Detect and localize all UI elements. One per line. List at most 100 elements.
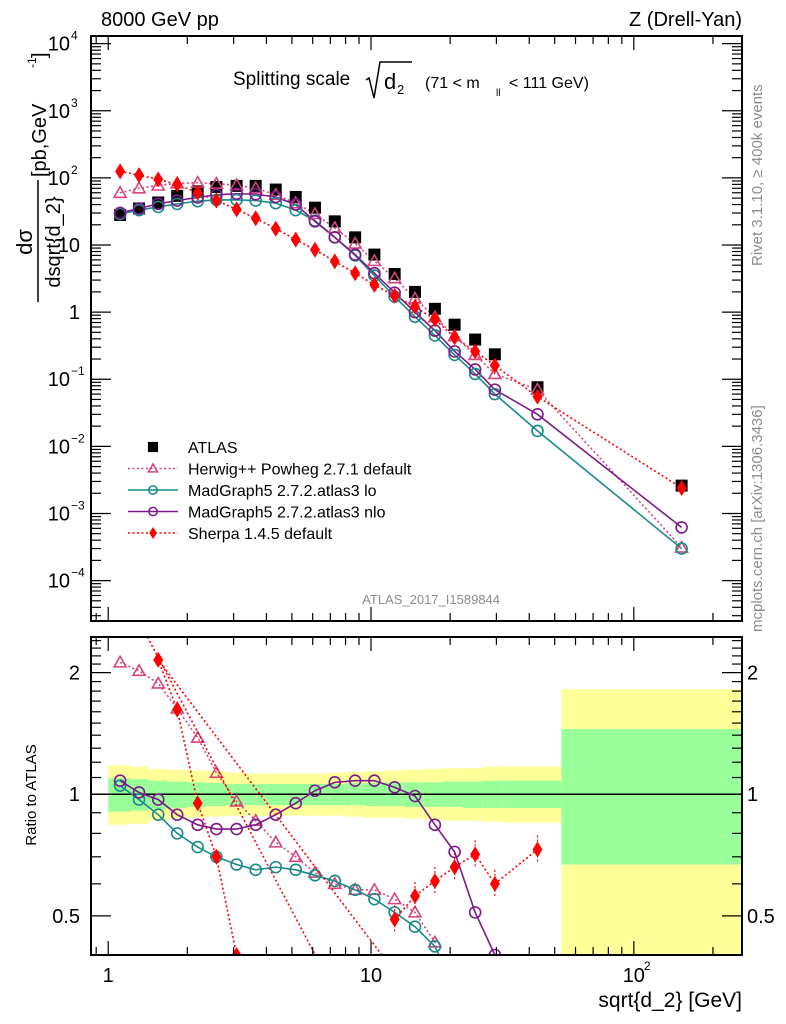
x-axis-label: sqrt{d_2} [GeV] (598, 989, 742, 1012)
title-range-close: < 111 GeV) (509, 75, 589, 92)
main-frame (90, 35, 743, 622)
data-point-herwig (131, 180, 147, 194)
ratio-point-herwig (112, 654, 128, 668)
data-point-herwig (288, 195, 304, 209)
x-tick-label: 1 (103, 965, 114, 987)
ratio-point-mglo (151, 808, 165, 821)
band-inner (561, 729, 742, 865)
legend: ATLAS Herwig++ Powheg 2.7.1 default MadGra… (128, 440, 412, 543)
title-symbol: d (384, 69, 396, 94)
ratio-series-layer (112, 637, 543, 955)
data-point-mglo (531, 424, 544, 438)
legend-item-herwig: Herwig++ Powheg 2.7.1 default (128, 462, 412, 479)
ratio-point-mgnlo (230, 822, 243, 836)
title-main-text: Splitting scale (233, 69, 350, 90)
data-point-sherpa (250, 210, 261, 227)
y-tick-label-base: 1 (69, 302, 80, 324)
legend-label-mgnlo: MadGraph5 2.7.2.atlas3 nlo (188, 505, 386, 522)
ratio-point-sherpa (192, 795, 203, 812)
legend-marker-sherpa (149, 527, 157, 539)
y-tick-label: 10 (58, 235, 80, 257)
y-tick-label-exponent: −4 (71, 566, 85, 580)
ratio-point-mgnlo (269, 808, 283, 821)
mcplots-label: mcplots.cern.ch [arXiv:1306.3436] (749, 405, 766, 632)
ratio-line-mgnlo (119, 779, 496, 955)
data-point-herwig (674, 539, 689, 553)
y-tick-label: 10 −1 (48, 364, 85, 391)
data-point-mgnlo (488, 383, 502, 396)
data-point-sherpa (134, 167, 145, 184)
ratio-point-mgnlo (328, 776, 342, 789)
y-tick-label-base: 10 (48, 436, 70, 458)
ratio-y-tick-label-left: 2 (69, 663, 80, 685)
data-point-sherpa (489, 357, 500, 374)
data-point-sherpa (270, 220, 281, 237)
y-tick-label-exponent: 4 (71, 29, 78, 43)
ylabel-denominator: dsqrt{d_2} (43, 196, 65, 288)
series-line-mgnlo (119, 192, 683, 529)
ratio-point-mgnlo (468, 906, 482, 919)
x-tick-label-exponent: 2 (644, 959, 651, 973)
data-point-mgnlo (151, 197, 165, 211)
data-point-sherpa (115, 163, 126, 180)
legend-label-herwig: Herwig++ Powheg 2.7.1 default (188, 462, 412, 479)
title-symbol-sub: 2 (397, 82, 404, 97)
data-point-mglo (269, 196, 283, 210)
y-tick-label: 10 −3 (48, 498, 85, 525)
ratio-y-tick-label-left: 0.5 (52, 906, 80, 928)
ratio-point-mgnlo (249, 818, 262, 832)
ratio-point-mgnlo (113, 774, 127, 788)
main-axis-ticks (91, 36, 742, 621)
ratio-panel: 0.5 0.51 12 2 1 10 102 Ratio to ATLAS sqrt{d_… (23, 636, 775, 1012)
ratio-point-herwig (407, 904, 423, 918)
data-point-mgnlo (132, 202, 146, 215)
data-point-herwig (307, 206, 323, 220)
y-tick-label-exponent: 2 (71, 163, 78, 177)
data-point-sherpa (231, 201, 242, 218)
ratio-point-mglo (308, 868, 322, 882)
data-point-mgnlo (348, 248, 362, 261)
data-point-sherpa (153, 171, 164, 188)
y-tick-label-base: 10 (58, 235, 80, 257)
legend-item-sherpa: Sherpa 1.4.5 default (128, 526, 333, 543)
data-point-sherpa (470, 343, 481, 360)
legend-item-mglo: MadGraph5 2.7.2.atlas3 lo (128, 483, 377, 500)
data-point-mglo (170, 197, 184, 211)
y-tick-label-exponent: 3 (71, 96, 78, 110)
data-point-sherpa (290, 231, 301, 248)
y-tick-label-base: 10 (48, 168, 70, 190)
plot-title: Splitting scale d 2 (71 < m ll < 111 GeV… (233, 61, 589, 99)
ratio-y-axis-label: Ratio to ATLAS (23, 744, 40, 845)
legend-marker-atlas (147, 441, 159, 453)
data-point-herwig (229, 177, 244, 191)
ratio-point-herwig (268, 834, 284, 848)
data-point-mgnlo (230, 187, 243, 201)
data-point-herwig (387, 270, 403, 284)
data-point-mgnlo (531, 408, 544, 421)
ratio-point-mgnlo (210, 822, 223, 836)
data-point-herwig (487, 366, 503, 380)
ratio-point-mgnlo (170, 808, 184, 821)
ratio-point-mglo (113, 779, 127, 792)
ratio-point-herwig (150, 675, 166, 689)
data-point-mglo (249, 194, 262, 207)
ratio-point-mgnlo (428, 818, 442, 832)
ratio-frame (90, 636, 743, 956)
data-point-atlas (428, 302, 441, 315)
ratio-point-mgnlo (388, 781, 401, 794)
ratio-point-mgnlo (132, 786, 146, 799)
data-point-mglo (468, 367, 482, 381)
data-point-mgnlo (249, 187, 262, 201)
ratio-point-mglo (132, 793, 146, 806)
y-tick-label: 10 −4 (48, 566, 85, 593)
ratio-point-mglo (249, 863, 262, 877)
y-tick-label-exponent: −2 (71, 431, 85, 445)
ratio-point-herwig (367, 882, 382, 896)
legend-label-atlas: ATLAS (188, 440, 238, 457)
data-point-sherpa (329, 253, 340, 270)
data-point-sherpa (369, 276, 380, 293)
data-point-mgnlo (113, 206, 127, 220)
data-point-herwig (150, 177, 166, 191)
ratio-point-mgnlo (368, 774, 381, 788)
